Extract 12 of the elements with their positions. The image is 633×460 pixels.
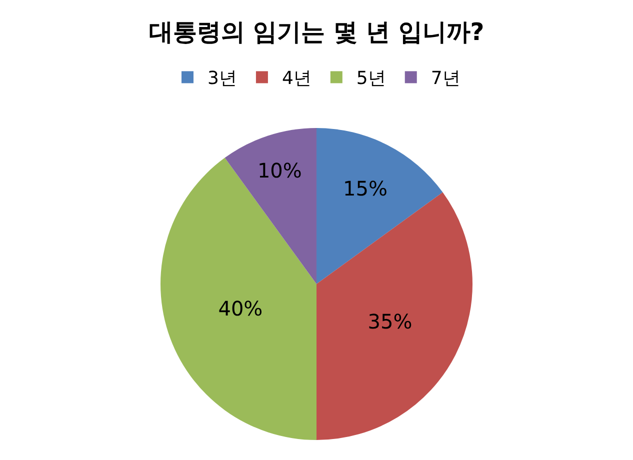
data-label: 15% xyxy=(342,176,388,200)
pie-slice xyxy=(224,128,316,284)
data-label: 40% xyxy=(218,296,263,321)
legend-label: 4년 xyxy=(282,68,312,90)
data-label: 10% xyxy=(257,158,302,183)
legend-label: 7년 xyxy=(430,68,460,90)
legend-label: 3년 xyxy=(208,68,237,90)
pie-slice xyxy=(316,128,443,284)
legend-label: 5년 xyxy=(356,68,386,90)
pie-slice xyxy=(160,158,316,440)
chart-title: 대통령의 임기는 몇 년 입니까? xyxy=(148,18,484,46)
data-label: 35% xyxy=(368,309,412,334)
